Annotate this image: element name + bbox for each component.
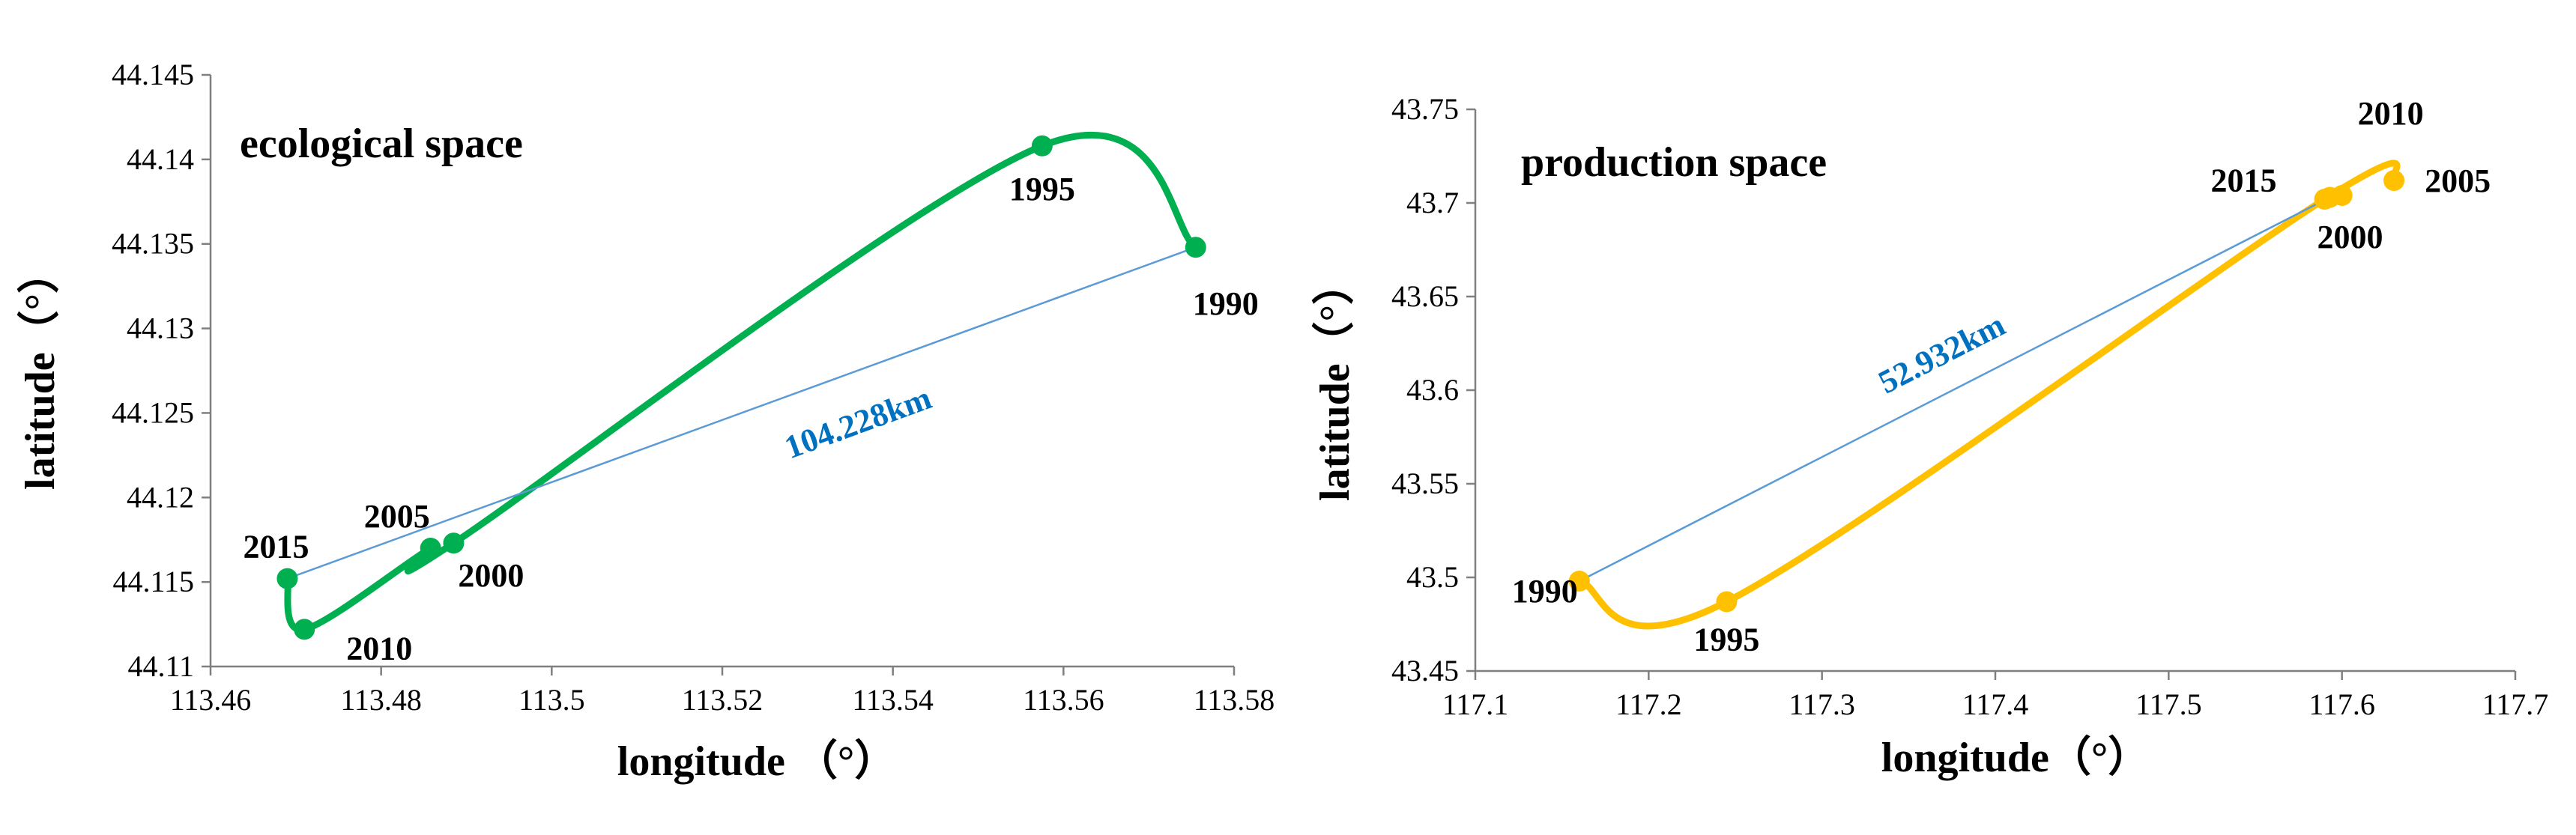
ecological-displacement-arrow: [287, 246, 1197, 578]
ecological-distance-label: 104.228km: [780, 379, 937, 466]
ecological-point-label-2005: 2005: [364, 498, 430, 535]
production-x-tick-label: 117.1: [1442, 687, 1509, 721]
ecological-chart-title: ecological space: [240, 121, 523, 167]
ecological-x-axis-title: longitude （°）: [617, 738, 896, 785]
production-point-label-2000: 2000: [2318, 219, 2383, 255]
production-x-tick-label: 117.3: [1789, 687, 1855, 721]
production-point-label-1990: 1990: [1512, 573, 1578, 610]
ecological-y-tick-label: 44.125: [112, 395, 194, 429]
production-y-tick-labels: 43.45 43.5 43.55 43.6 43.65 43.7 43.75: [1391, 92, 1459, 687]
production-point-label-1995: 1995: [1693, 622, 1759, 658]
ecological-y-tick-labels: 44.11 44.115 44.12 44.125 44.13 44.135 44.14 44…: [112, 58, 194, 683]
ecological-point-label-2000: 2000: [458, 557, 524, 594]
production-y-tick-label: 43.65: [1391, 279, 1459, 313]
production-chart-title: production space: [1521, 139, 1827, 186]
ecological-points-layer: 1990 1995 2000 2005 2010 2015: [243, 135, 1259, 667]
ecological-tick-marks: [202, 73, 1236, 675]
ecological-point-1990: [1185, 237, 1206, 258]
production-y-tick-label: 43.6: [1406, 373, 1459, 407]
ecological-point-2000: [443, 532, 465, 554]
production-point-2015: [2319, 186, 2341, 208]
production-x-tick-label: 117.2: [1615, 687, 1682, 721]
production-y-tick-label: 43.75: [1391, 92, 1459, 126]
ecological-y-axis-title: latitude（°）: [16, 252, 64, 490]
ecological-x-tick-label: 113.48: [340, 683, 422, 717]
ecological-y-tick-label: 44.13: [127, 312, 194, 345]
production-x-tick-labels: 117.1 117.2 117.3 117.4 117.5 117.6 117.7: [1442, 687, 2549, 721]
production-trajectory-layer: [1576, 160, 2401, 630]
production-y-tick-label: 43.55: [1391, 467, 1459, 500]
ecological-y-tick-label: 44.11: [127, 649, 194, 683]
ecological-y-tick-label: 44.14: [127, 142, 194, 176]
ecological-x-tick-label: 113.52: [682, 683, 764, 717]
production-point-label-2015: 2015: [2210, 163, 2276, 199]
ecological-x-tick-label: 113.46: [170, 683, 252, 717]
ecological-point-label-1995: 1995: [1009, 171, 1075, 207]
production-x-tick-label: 117.5: [2135, 687, 2202, 721]
production-x-tick-label: 117.4: [1962, 687, 2029, 721]
ecological-point-2015: [276, 568, 298, 589]
production-distance-label: 52.932km: [1872, 306, 2011, 401]
ecological-x-tick-labels: 113.46 113.48 113.5 113.52 113.54 113.56 113.5…: [170, 683, 1275, 717]
production-y-tick-label: 43.5: [1406, 560, 1459, 594]
production-y-tick-label: 43.7: [1406, 186, 1459, 219]
ecological-y-tick-label: 44.12: [127, 480, 194, 514]
production-point-1990: [1568, 571, 1590, 592]
ecological-x-tick-label: 113.5: [518, 683, 585, 717]
production-displacement-arrow: [1579, 196, 2330, 583]
ecological-displacement-arrow-layer: [287, 246, 1197, 578]
production-displacement-arrow-layer: [1579, 196, 2330, 583]
production-point-label-2005: 2005: [2425, 163, 2491, 199]
ecological-y-tick-label: 44.115: [112, 565, 194, 598]
production-point-1995: [1716, 591, 1738, 613]
production-point-2005: [2383, 170, 2405, 191]
ecological-x-tick-label: 113.58: [1194, 683, 1275, 717]
production-point-label-2010: 2010: [2358, 95, 2424, 132]
ecological-x-tick-label: 113.56: [1023, 683, 1104, 717]
ecological-point-1995: [1031, 135, 1053, 157]
production-x-tick-label: 117.6: [2309, 687, 2375, 721]
production-y-axis-title: latitude（°）: [1311, 263, 1358, 501]
production-x-tick-label: 117.7: [2482, 687, 2549, 721]
production-x-axis-title: longitude（°）: [1881, 734, 2150, 781]
ecological-y-tick-label: 44.135: [112, 227, 194, 261]
production-y-tick-label: 43.45: [1391, 654, 1459, 687]
ecological-point-label-2010: 2010: [346, 630, 412, 667]
ecological-x-tick-label: 113.54: [852, 683, 934, 717]
production-trajectory-line: [1576, 160, 2401, 630]
ecological-y-tick-label: 44.145: [112, 58, 194, 91]
production-tick-marks: [1466, 108, 2517, 680]
ecological-point-label-1990: 1990: [1193, 285, 1259, 322]
ecological-point-2010: [294, 619, 315, 640]
ecological-point-label-2015: 2015: [243, 529, 309, 565]
ecological-point-2005: [420, 538, 441, 559]
